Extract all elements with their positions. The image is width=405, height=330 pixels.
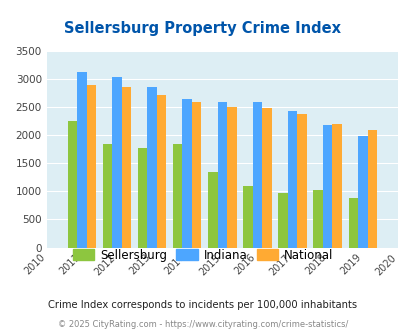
Bar [192,102,201,248]
Bar [156,95,166,248]
Bar [207,172,217,248]
Legend: Sellersburg, Indiana, National: Sellersburg, Indiana, National [68,244,337,266]
Bar [77,72,86,248]
Bar [243,186,252,248]
Bar [367,130,376,248]
Bar [173,144,182,248]
Bar [122,87,131,248]
Bar [226,107,236,248]
Bar [332,124,341,248]
Text: © 2025 CityRating.com - https://www.cityrating.com/crime-statistics/: © 2025 CityRating.com - https://www.city… [58,319,347,329]
Bar [347,198,357,248]
Bar [262,108,271,248]
Bar [86,85,96,248]
Text: Crime Index corresponds to incidents per 100,000 inhabitants: Crime Index corresponds to incidents per… [48,300,357,310]
Text: Sellersburg Property Crime Index: Sellersburg Property Crime Index [64,21,341,36]
Bar [252,102,262,248]
Bar [112,77,122,248]
Bar [322,125,332,248]
Bar [67,121,77,248]
Bar [313,190,322,248]
Bar [102,144,112,248]
Bar [147,87,156,248]
Bar [217,102,226,248]
Bar [357,136,367,248]
Bar [287,111,296,248]
Bar [296,114,306,248]
Bar [137,148,147,248]
Bar [182,99,192,248]
Bar [277,193,287,248]
